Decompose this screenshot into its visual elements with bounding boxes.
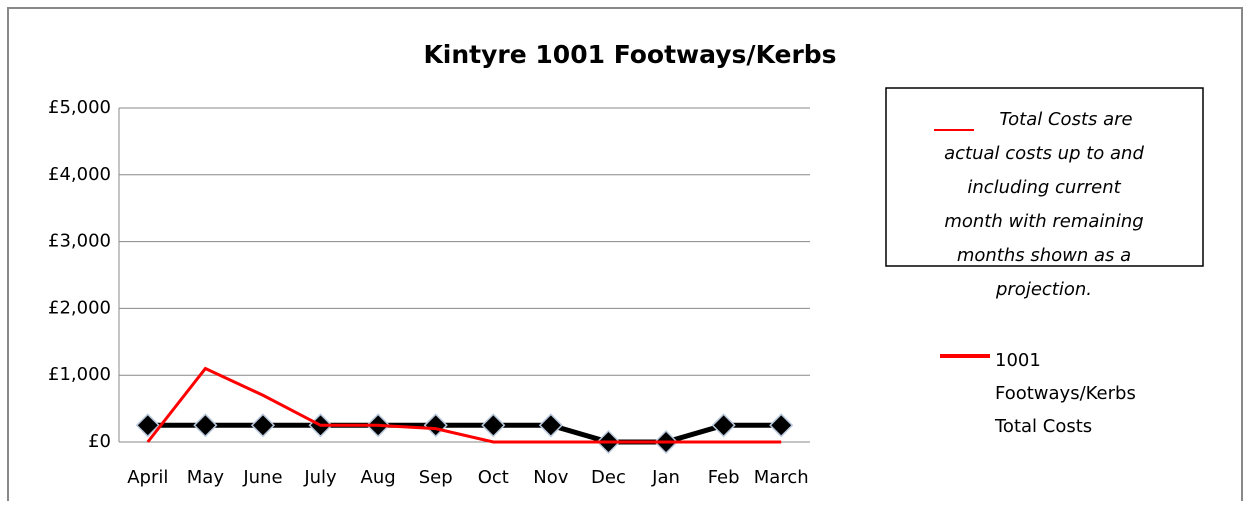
annotation: months shown as a — [957, 245, 1131, 266]
legend-label: 1001 Footways/Kerbs Total Costs — [995, 350, 1136, 437]
y-tick-label: £3,000 — [48, 231, 111, 252]
y-tick-label: £1,000 — [48, 364, 111, 385]
marker — [711, 413, 736, 438]
marker — [538, 413, 563, 438]
x-tick-label: Feb — [708, 467, 740, 488]
x-tick-label: June — [242, 467, 282, 488]
x-tick-label: Jan — [651, 467, 680, 488]
x-tick-label: April — [127, 467, 168, 488]
y-tick-label: £5,000 — [48, 97, 111, 118]
y-tick-label: £2,000 — [48, 297, 111, 318]
y-tick-label: £4,000 — [48, 164, 111, 185]
chart-title: Kintyre 1001 Footways/Kerbs — [423, 40, 836, 69]
marker — [193, 413, 218, 438]
series-line — [146, 366, 782, 444]
annotation-box — [885, 87, 1204, 267]
x-tick-label: Nov — [533, 467, 568, 488]
x-tick-label: May — [187, 467, 225, 488]
annotation: including current — [967, 177, 1121, 198]
x-tick-label: Dec — [591, 467, 626, 488]
x-tick-label: Sep — [419, 467, 453, 488]
y-tick-label: £0 — [88, 431, 111, 452]
annotation: projection. — [995, 279, 1092, 300]
x-tick-label: Aug — [361, 467, 396, 488]
x-tick-label: Oct — [478, 467, 509, 488]
marker — [250, 413, 276, 438]
annotation: month with remaining — [944, 211, 1143, 232]
annotation: actual costs up to and — [944, 143, 1144, 164]
marker — [481, 413, 506, 438]
annotation: Total Costs are — [999, 109, 1132, 130]
x-tick-label: July — [303, 467, 337, 488]
marker — [135, 413, 160, 438]
marker — [769, 413, 794, 438]
x-tick-label: March — [754, 467, 809, 488]
